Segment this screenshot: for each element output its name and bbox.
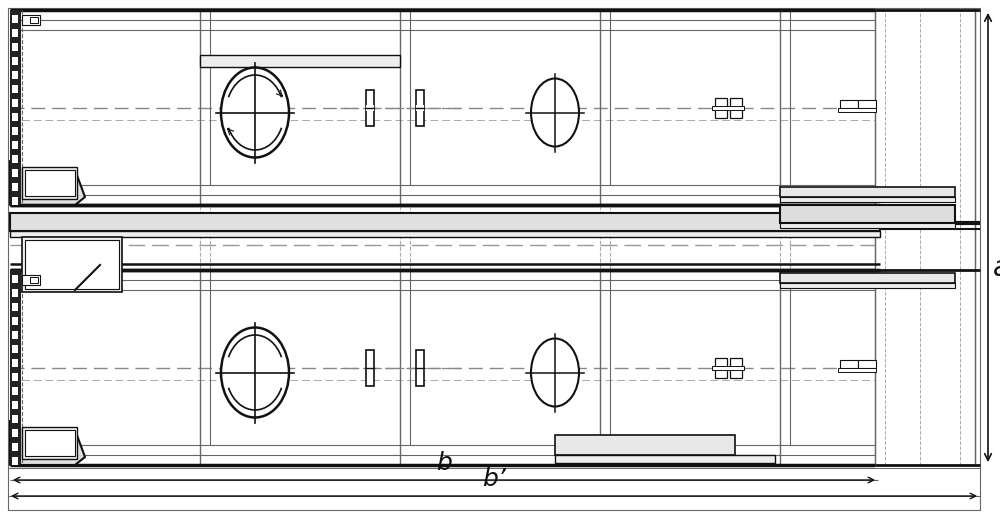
Bar [12,15,18,23]
Bar [12,183,18,191]
Bar [22,15,40,25]
Bar [12,197,18,205]
Bar [858,100,876,107]
Bar [366,89,374,126]
Ellipse shape [531,78,579,146]
Bar [12,169,18,177]
Bar [12,401,18,409]
Bar [12,317,18,325]
Bar [555,435,735,455]
Bar [12,275,18,283]
Bar [25,170,75,196]
Bar [200,55,400,67]
Bar [12,359,18,367]
Bar [12,43,18,51]
Bar [12,345,18,353]
Bar [22,167,77,199]
Bar [715,358,727,377]
Bar [25,430,75,456]
Bar [875,10,975,465]
Bar [10,231,880,237]
Bar [12,141,18,149]
Bar [10,10,20,205]
Bar [712,105,744,110]
Bar [858,360,876,367]
Bar [12,127,18,135]
Bar [730,98,742,117]
Bar [366,349,374,386]
Bar [840,360,858,367]
Bar [780,273,955,283]
Text: b’: b’ [482,467,506,491]
Bar [12,29,18,37]
Bar [12,443,18,451]
Bar [10,270,20,465]
Bar [730,358,742,377]
Bar [12,57,18,65]
Bar [416,349,424,386]
Bar [12,303,18,311]
Bar [840,100,858,107]
Bar [30,277,38,283]
Bar [25,240,119,289]
Text: b: b [436,451,452,475]
Polygon shape [10,420,85,465]
Bar [416,104,424,111]
Bar [780,205,955,223]
Bar [780,187,955,197]
Bar [22,275,40,285]
Bar [12,71,18,79]
Ellipse shape [221,327,289,417]
Bar [8,8,980,468]
Bar [12,155,18,163]
Bar [366,104,374,111]
Bar [12,99,18,107]
Bar [416,89,424,126]
Bar [780,283,955,288]
Bar [12,85,18,93]
Bar [12,415,18,423]
Bar [712,365,744,370]
Bar [715,98,727,117]
Bar [22,237,122,292]
Bar [12,457,18,465]
Bar [12,387,18,395]
Bar [12,373,18,381]
Text: a: a [993,253,1000,281]
Bar [555,455,775,463]
Bar [780,223,955,228]
Polygon shape [10,160,85,205]
Ellipse shape [221,67,289,157]
Bar [12,429,18,437]
Bar [22,427,77,459]
Ellipse shape [531,338,579,406]
Bar [30,17,38,23]
Bar [12,331,18,339]
Bar [838,367,876,372]
Bar [10,213,880,231]
Bar [12,113,18,121]
Bar [780,197,955,202]
Bar [12,289,18,297]
Bar [838,107,876,112]
